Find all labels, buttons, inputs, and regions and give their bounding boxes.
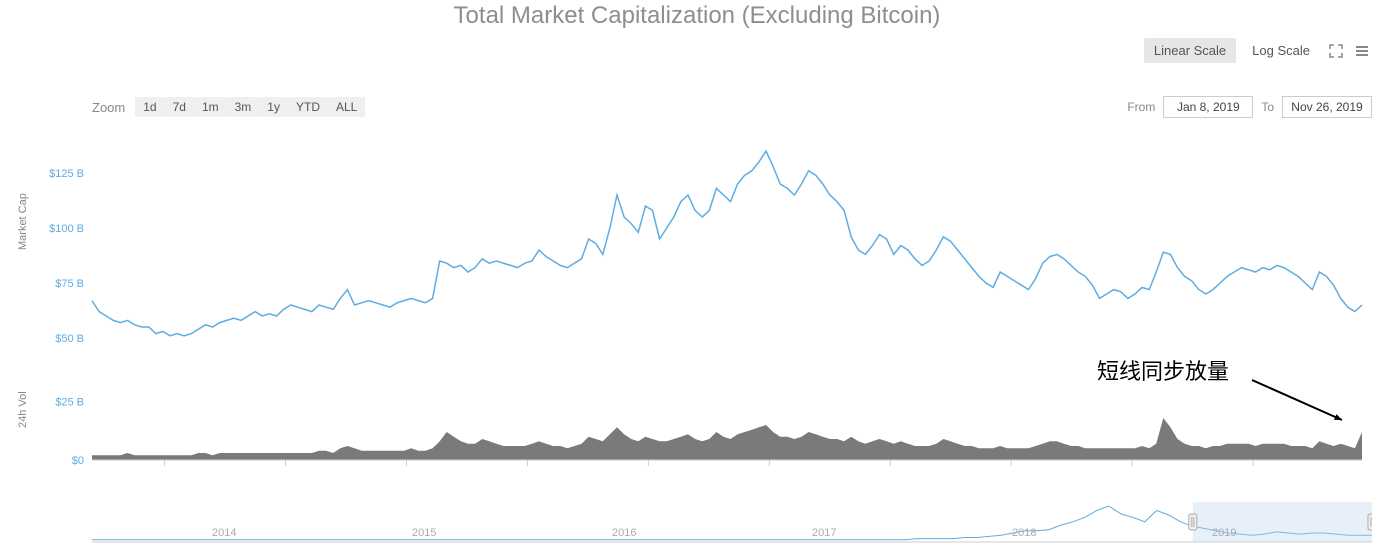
cap-tick-label: $50 B: [55, 333, 84, 345]
cap-tick-label: $100 B: [49, 223, 84, 235]
from-label: From: [1127, 100, 1155, 114]
navigator-year-label: 2014: [212, 527, 236, 539]
navigator-svg[interactable]: 2014 2015 2016 2017 2018 2019: [92, 502, 1372, 552]
zoom-ytd-button[interactable]: YTD: [288, 97, 328, 117]
zoom-all-button[interactable]: ALL: [328, 97, 365, 117]
date-range-group: From Jan 8, 2019 To Nov 26, 2019: [1127, 96, 1372, 118]
navigator-year-label: 2017: [812, 527, 836, 539]
page-title: Total Market Capitalization (Excluding B…: [0, 0, 1394, 30]
zoom-3m-button[interactable]: 3m: [227, 97, 260, 117]
menu-icon[interactable]: [1352, 41, 1372, 61]
zoom-group: Zoom 1d7d1m3m1yYTDALL: [92, 97, 365, 117]
main-chart-svg[interactable]: $50 B$75 B$100 B$125 B$0$25 BFeb '19Mar …: [22, 130, 1372, 470]
volume-axis-label: 24h Vol: [17, 391, 29, 428]
scale-toolbar: Linear Scale Log Scale: [1144, 38, 1372, 63]
navigator[interactable]: 2014 2015 2016 2017 2018 2019: [92, 502, 1372, 552]
volume-area: [92, 418, 1362, 460]
zoom-1m-button[interactable]: 1m: [194, 97, 227, 117]
to-label: To: [1261, 100, 1274, 114]
cap-tick-label: $75 B: [55, 278, 84, 290]
navigator-year-label: 2018: [1012, 527, 1036, 539]
market-cap-axis-label: Market Cap: [17, 193, 29, 250]
from-date-input[interactable]: Jan 8, 2019: [1163, 96, 1253, 118]
fullscreen-icon[interactable]: [1326, 41, 1346, 61]
cap-tick-label: $125 B: [49, 168, 84, 180]
linear-scale-button[interactable]: Linear Scale: [1144, 38, 1236, 63]
navigator-handle-left[interactable]: [1189, 514, 1197, 530]
navigator-year-label: 2016: [612, 527, 636, 539]
vol-tick-label: $25 B: [55, 397, 84, 409]
zoom-1d-button[interactable]: 1d: [135, 97, 164, 117]
zoom-7d-button[interactable]: 7d: [165, 97, 194, 117]
zoom-label: Zoom: [92, 100, 125, 115]
market-cap-line: [92, 151, 1362, 336]
annotation-text: 短线同步放量: [1097, 354, 1229, 386]
navigator-line: [92, 506, 1372, 540]
vol-tick-label: $0: [72, 455, 84, 467]
log-scale-button[interactable]: Log Scale: [1242, 38, 1320, 63]
navigator-year-label: 2015: [412, 527, 436, 539]
annotation-arrow: [1252, 380, 1342, 420]
navigator-year-label: 2019: [1212, 527, 1236, 539]
controls-row: Zoom 1d7d1m3m1yYTDALL From Jan 8, 2019 T…: [92, 96, 1372, 118]
chart-area: Market Cap 24h Vol $50 B$75 B$100 B$125 …: [22, 130, 1372, 492]
to-date-input[interactable]: Nov 26, 2019: [1282, 96, 1372, 118]
zoom-1y-button[interactable]: 1y: [259, 97, 288, 117]
